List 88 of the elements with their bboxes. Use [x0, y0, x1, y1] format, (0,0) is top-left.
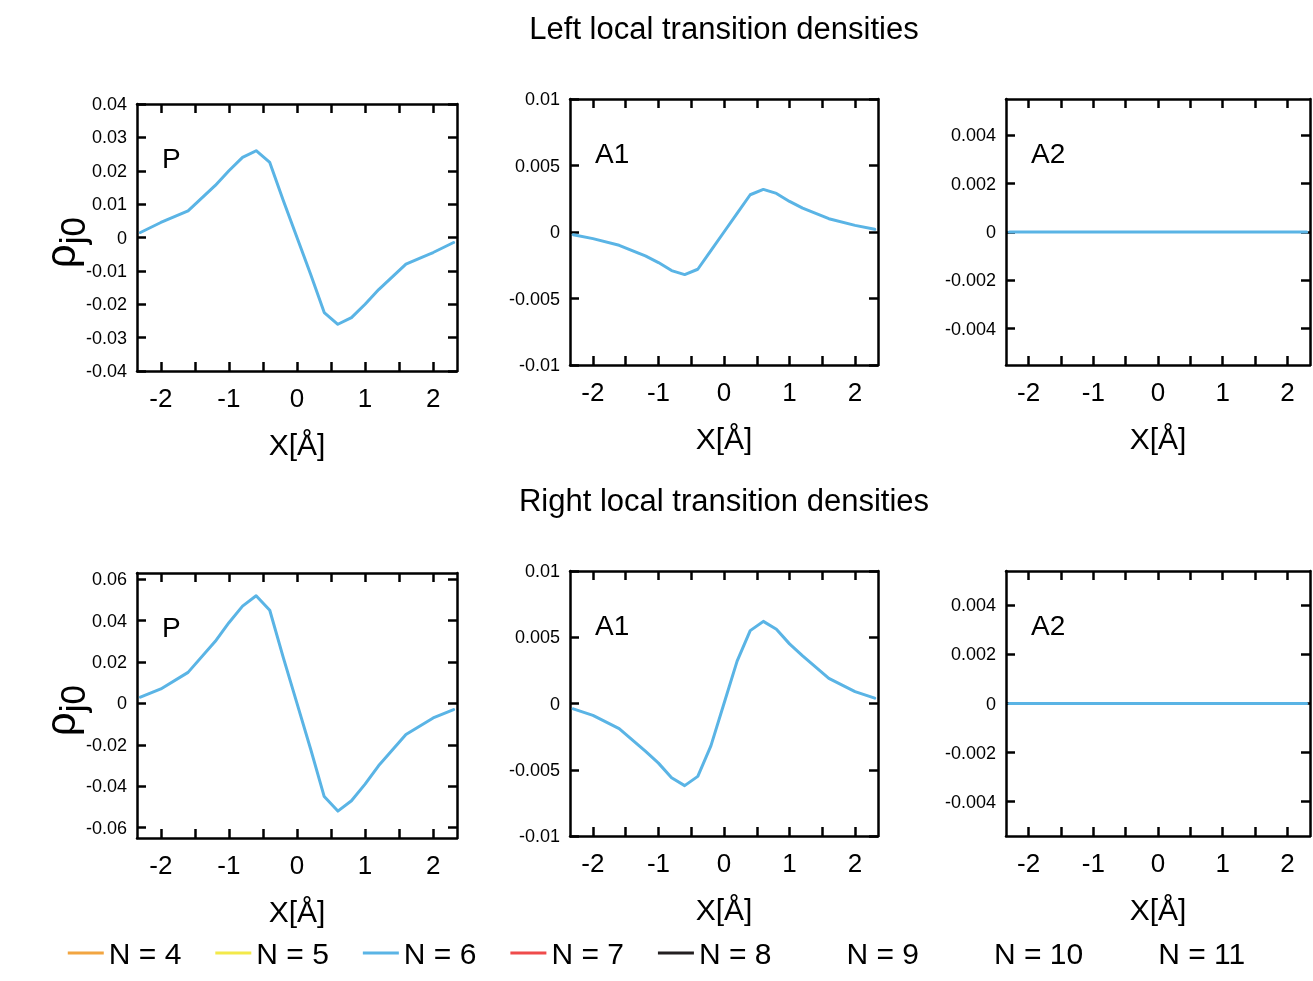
x-tick-label: -2 [1017, 848, 1041, 878]
x-axis-title: X[Å] [695, 421, 753, 455]
y-tick-label: 0.01 [524, 561, 560, 581]
y-tick-label: 0.03 [91, 127, 127, 148]
y-tick-label: -0.005 [508, 288, 560, 309]
x-tick-label: 2 [847, 377, 863, 407]
x-tick-label: 2 [425, 850, 441, 880]
y-tick-label: 0.005 [514, 155, 560, 176]
x-tick-label: 1 [1215, 377, 1230, 407]
y-tick-label: 0 [985, 693, 996, 714]
x-tick-label: 0 [289, 850, 305, 880]
x-tick-label: 0 [1150, 377, 1166, 407]
y-tick-label: -0.002 [944, 742, 996, 763]
y-tick-label: 0.004 [950, 595, 996, 616]
annotation: A1 [595, 137, 630, 169]
x-tick-label: 2 [425, 383, 441, 413]
annotation: A1 [595, 609, 630, 641]
y-tick-label: 0.02 [91, 160, 127, 181]
y-tick-label: -0.002 [944, 270, 996, 291]
chart-title: Right local transition densities [517, 483, 931, 519]
x-tick-label: -1 [217, 383, 241, 413]
x-tick-label: -1 [217, 850, 241, 880]
y-tick-label: -0.004 [944, 791, 996, 812]
y-tick-label: 0.01 [91, 194, 127, 215]
legend-label: N = 6 [403, 936, 477, 970]
y-tick-label: 0 [549, 222, 560, 242]
y-tick-label: 0 [116, 227, 127, 248]
x-tick-label: 2 [1280, 848, 1295, 878]
x-tick-label: -2 [1017, 377, 1041, 407]
y-tick-label: -0.01 [518, 355, 560, 375]
x-axis-title: X[Å] [1129, 421, 1187, 455]
chart-title: Left local transition densities [528, 11, 920, 47]
y-tick-label: -0.004 [944, 318, 996, 339]
annotation: A2 [1031, 137, 1066, 169]
x-tick-label: 2 [847, 848, 863, 878]
legend-label: N = 8 [698, 936, 772, 970]
y-tick-label: 0.002 [950, 644, 996, 665]
text: N = 9 [846, 936, 920, 970]
y-tick-label: 0.002 [950, 173, 996, 194]
x-tick-label: -1 [1081, 848, 1105, 878]
legend-label: N = 5 [256, 936, 329, 970]
y-tick-label: -0.06 [85, 817, 127, 838]
x-tick-label: 0 [716, 377, 732, 407]
y-tick-label: 0.01 [524, 89, 560, 109]
y-tick-label: 0.04 [91, 94, 127, 114]
x-axis-title: X[Å] [268, 894, 326, 928]
legend-label: N = 7 [551, 936, 624, 970]
x-tick-label: -2 [581, 848, 605, 878]
x-tick-label: -2 [149, 383, 173, 413]
y-tick-label: 0.004 [950, 125, 996, 146]
y-tick-label: 0 [116, 693, 127, 714]
y-tick-label: 0 [985, 222, 996, 242]
y-tick-label: -0.04 [85, 776, 127, 797]
x-tick-label: 2 [1280, 377, 1295, 407]
y-tick-label: 0 [549, 693, 560, 714]
x-tick-label: -1 [646, 848, 671, 878]
text: N = 10 [994, 936, 1084, 970]
y-tick-label: -0.04 [85, 361, 127, 381]
x-tick-label: 1 [782, 377, 797, 407]
x-tick-label: 1 [782, 848, 797, 878]
y-tick-label: -0.005 [508, 759, 560, 780]
annotation: A2 [1031, 609, 1066, 641]
x-axis-title: X[Å] [695, 892, 753, 926]
y-tick-label: -0.02 [85, 734, 127, 755]
x-axis-title: X[Å] [1129, 892, 1187, 926]
y-tick-label: 0.005 [514, 627, 560, 648]
y-tick-label: 0.02 [91, 652, 127, 673]
x-tick-label: 1 [357, 383, 373, 413]
x-tick-label: 1 [1215, 848, 1230, 878]
x-tick-label: -1 [1081, 377, 1105, 407]
legend-label: N = 4 [108, 936, 182, 970]
y-tick-label: 0.06 [91, 569, 127, 590]
y-tick-label: -0.01 [85, 260, 127, 281]
x-tick-label: 0 [716, 848, 732, 878]
y-tick-label: 0.04 [91, 610, 127, 631]
x-tick-label: -2 [149, 850, 173, 880]
annotation: P [162, 142, 181, 174]
y-tick-label: -0.01 [518, 826, 560, 846]
x-tick-label: -2 [581, 377, 605, 407]
annotation: P [162, 611, 181, 643]
y-tick-label: -0.02 [85, 294, 127, 315]
text: N = 11 [1158, 936, 1246, 970]
x-tick-label: 1 [357, 850, 373, 880]
x-tick-label: 0 [1150, 848, 1166, 878]
y-tick-label: -0.03 [85, 327, 127, 348]
x-tick-label: 0 [289, 383, 305, 413]
x-tick-label: -1 [646, 377, 671, 407]
x-axis-title: X[Å] [268, 427, 326, 461]
